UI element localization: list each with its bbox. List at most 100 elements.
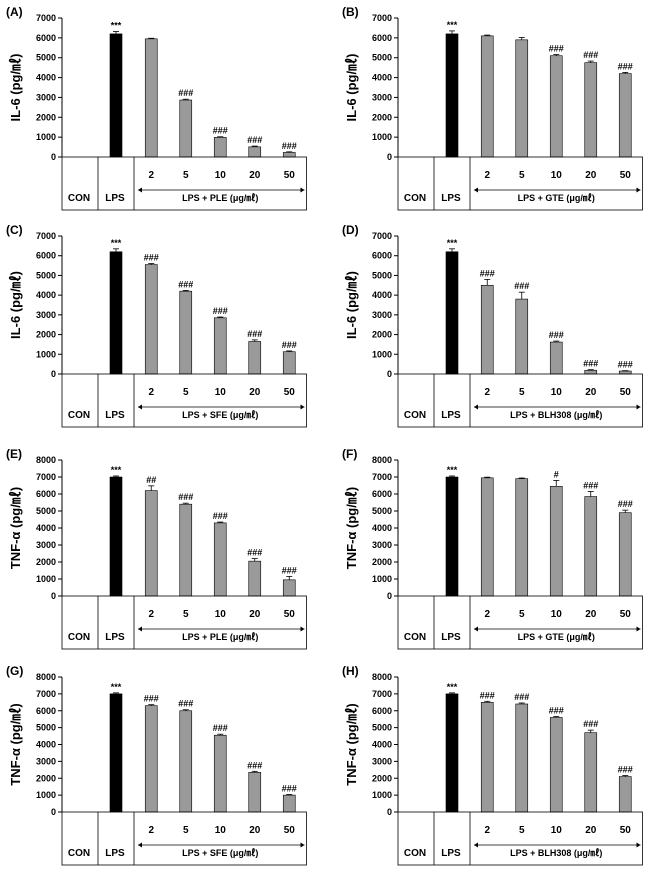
chart-panel: (H) 0 1000 2000 3000 4000 5000 6000 7000 8000 TNF-… xyxy=(342,664,643,866)
bar xyxy=(282,351,296,375)
dose-label: 10 xyxy=(551,387,563,398)
arrow-head-left xyxy=(138,626,142,632)
dose-label: 50 xyxy=(620,609,632,620)
bar xyxy=(213,137,227,158)
y-tick-label: 8000 xyxy=(36,455,56,465)
y-axis-label: TNF-α (pg/㎖) xyxy=(8,703,23,785)
bar xyxy=(109,476,123,597)
bar xyxy=(445,476,459,597)
dose-label: 50 xyxy=(620,825,632,836)
arrow-head-left xyxy=(474,404,478,410)
bar xyxy=(515,478,529,597)
bar xyxy=(213,734,227,813)
bar xyxy=(515,703,529,813)
y-axis-label: TNF-α (pg/㎖) xyxy=(344,703,359,785)
category-label: LPS xyxy=(441,410,461,421)
arrow-head-right xyxy=(636,187,641,193)
y-tick-label: 6000 xyxy=(372,706,392,716)
arrow-head-left xyxy=(138,842,142,848)
dose-label: 10 xyxy=(215,387,227,398)
dose-label: 5 xyxy=(519,170,525,181)
bar xyxy=(213,317,227,375)
y-tick-label: 7000 xyxy=(372,689,392,699)
y-tick-label: 3000 xyxy=(372,540,392,550)
y-tick-label: 6000 xyxy=(36,33,56,43)
bar xyxy=(584,62,598,158)
y-tick-label: 3000 xyxy=(36,756,56,766)
y-tick-label: 0 xyxy=(387,369,392,379)
chart-panel: (F) 0 1000 2000 3000 4000 5000 6000 7000 8000 TNF-… xyxy=(342,447,643,650)
significance-mark: ### xyxy=(480,268,495,278)
y-tick-label: 4000 xyxy=(372,73,392,83)
dose-label: 10 xyxy=(215,825,227,836)
y-tick-label: 0 xyxy=(51,369,56,379)
bar xyxy=(515,298,529,375)
y-tick-label: 2000 xyxy=(372,112,392,122)
significance-mark: ### xyxy=(247,760,262,770)
significance-mark: ### xyxy=(583,719,598,729)
category-label: CON xyxy=(68,848,90,859)
y-tick-label: 2000 xyxy=(36,330,56,340)
arrow-head-left xyxy=(474,187,478,193)
significance-mark: ### xyxy=(618,61,633,71)
bar xyxy=(549,486,563,597)
bar xyxy=(480,35,494,158)
y-tick-label: 7000 xyxy=(36,472,56,482)
significance-mark: ### xyxy=(618,499,633,509)
arrow-head-right xyxy=(300,626,305,632)
significance-mark: *** xyxy=(447,238,458,248)
category-label: CON xyxy=(68,410,90,421)
dose-label: 10 xyxy=(215,609,227,620)
y-tick-label: 6000 xyxy=(372,33,392,43)
bar xyxy=(109,33,123,158)
dose-label: 5 xyxy=(183,609,189,620)
chart-panel: (C) 0 1000 2000 3000 4000 5000 6000 7000 IL-6 (pg… xyxy=(6,223,307,428)
panel-label: (A) xyxy=(6,5,23,19)
y-tick-label: 4000 xyxy=(36,290,56,300)
panel-label: (C) xyxy=(6,223,23,237)
treatment-label: LPS + SFE (μg/㎖) xyxy=(182,848,258,858)
y-tick-label: 1000 xyxy=(36,349,56,359)
treatment-label: LPS + GTE (μg/㎖) xyxy=(518,193,595,203)
y-tick-label: 6000 xyxy=(36,706,56,716)
significance-mark: ## xyxy=(146,475,156,485)
bar xyxy=(618,512,632,597)
category-label: CON xyxy=(404,193,426,204)
y-tick-label: 4000 xyxy=(36,73,56,83)
dose-label: 2 xyxy=(148,825,154,836)
y-tick-label: 0 xyxy=(51,152,56,162)
panel-label: (F) xyxy=(342,447,357,461)
bar xyxy=(144,264,158,375)
significance-mark: # xyxy=(554,469,559,479)
y-tick-label: 0 xyxy=(51,807,56,817)
y-tick-label: 1000 xyxy=(36,132,56,142)
y-tick-label: 4000 xyxy=(36,740,56,750)
significance-mark: ### xyxy=(549,705,564,715)
dose-label: 20 xyxy=(585,387,597,398)
dose-label: 20 xyxy=(585,825,597,836)
y-tick-label: 5000 xyxy=(372,506,392,516)
y-tick-label: 2000 xyxy=(36,557,56,567)
dose-label: 10 xyxy=(215,170,227,181)
dose-label: 20 xyxy=(249,170,261,181)
bar xyxy=(282,579,296,597)
chart-panel: (E) 0 1000 2000 3000 4000 5000 6000 7000 8000 TNF-… xyxy=(6,447,307,650)
y-tick-label: 5000 xyxy=(372,723,392,733)
y-tick-label: 6000 xyxy=(372,251,392,261)
significance-mark: ### xyxy=(282,340,297,350)
dose-label: 10 xyxy=(551,609,563,620)
dose-label: 50 xyxy=(620,170,632,181)
category-box xyxy=(61,373,307,428)
y-tick-label: 1000 xyxy=(36,574,56,584)
y-tick-label: 4000 xyxy=(372,523,392,533)
category-label: LPS xyxy=(105,848,125,859)
arrow-head-left xyxy=(138,187,142,193)
dose-label: 20 xyxy=(249,387,261,398)
significance-mark: ### xyxy=(144,694,159,704)
bar xyxy=(109,251,123,375)
significance-mark: *** xyxy=(111,682,122,692)
bar xyxy=(144,38,158,158)
panel-label: (E) xyxy=(6,447,22,461)
y-tick-label: 3000 xyxy=(372,92,392,102)
y-tick-label: 5000 xyxy=(36,53,56,63)
